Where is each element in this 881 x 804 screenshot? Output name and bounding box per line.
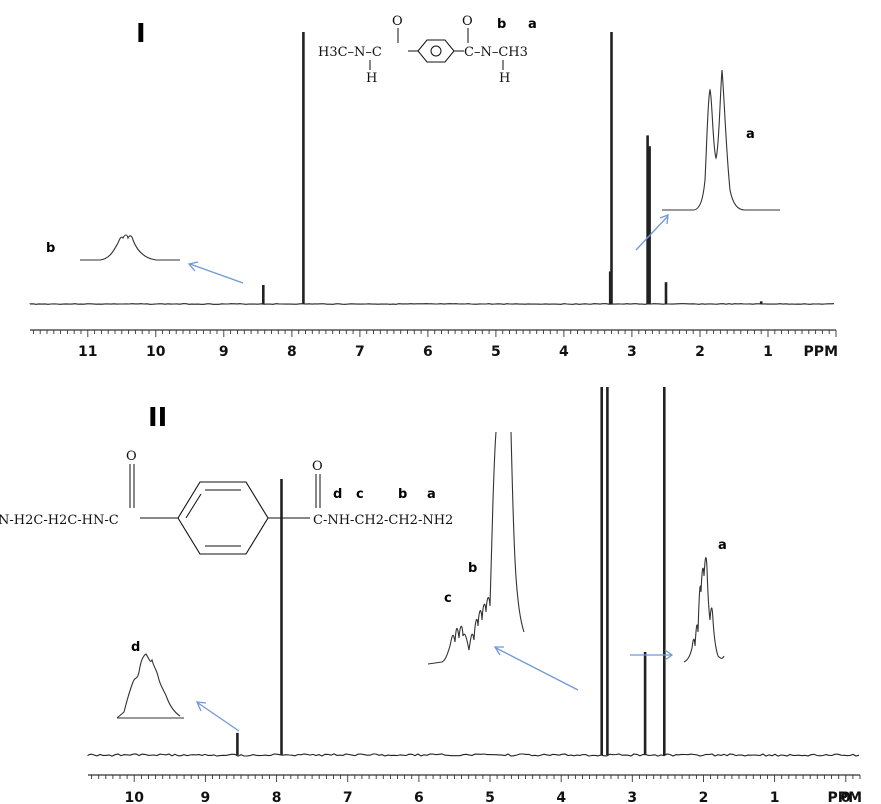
inset-i-b-label: b: [46, 241, 55, 256]
inset-ii-c-label: c: [444, 591, 452, 606]
spectrum-i: [29, 32, 835, 305]
arrow-i-b: [187, 261, 244, 284]
spectrum-i-peak: [646, 135, 649, 304]
arrow-ii-cb-head: [493, 646, 504, 656]
x-axis-i-tick-label: 10: [146, 344, 166, 360]
structure-ii-label-a: a: [427, 487, 436, 502]
x-axis-ii-tick-label: 7: [343, 790, 353, 804]
x-axis-ii-unit: PPM: [828, 790, 862, 804]
inset-ii-cb-trace-left: [427, 431, 497, 665]
inset-i-a-trace: [662, 69, 780, 211]
arrow-i-b-head: [187, 261, 199, 272]
inset-ii-a-label: a: [718, 538, 727, 553]
spectrum-i-peak: [610, 32, 613, 304]
arrow-i-b-shaft: [189, 263, 244, 284]
structure-ii-o2: O: [312, 459, 323, 474]
inset-ii-d-label: d: [131, 640, 140, 655]
arrow-ii-a-head: [664, 649, 674, 661]
x-axis-i-tick-label: 1: [763, 344, 773, 360]
spectrum-ii-peak: [606, 387, 609, 755]
structure-i-right-h: H: [499, 71, 510, 86]
structure-ii-label-d: d: [333, 487, 342, 502]
arrow-ii-cb: [493, 646, 579, 691]
x-axis-i-unit: PPM: [804, 344, 838, 360]
panel-label-ii: II: [148, 403, 167, 433]
x-axis-ii-tick-label: 10: [124, 790, 144, 804]
structure-i-ring-circle: [430, 45, 442, 57]
x-axis-ii-tick-label: 9: [201, 790, 211, 804]
structure-i-o1: O: [392, 14, 403, 29]
x-axis-ii-tick-label: 5: [485, 790, 495, 804]
arrow-i-a-head: [659, 214, 669, 225]
spectrum-ii-peak: [280, 479, 283, 755]
structure-i-label-b: b: [497, 17, 506, 32]
arrow-ii-d-shaft: [197, 702, 240, 732]
arrow-ii-d-head: [195, 701, 207, 712]
spectrum-ii-peak: [236, 732, 239, 755]
structure-i-left-h: H: [366, 71, 377, 86]
spectrum-ii-peak: [663, 387, 666, 755]
spectrum-i-peak: [664, 282, 668, 304]
structure-i: H3C–N–C H O O C–N–CH3 H b a: [318, 14, 537, 86]
panel-label-i: I: [136, 19, 146, 49]
structure-ii-right: C-NH-CH2-CH2-NH2: [313, 513, 453, 528]
x-axis-i-tick-label: 8: [287, 344, 297, 360]
x-axis-i-tick-label: 9: [219, 344, 229, 360]
structure-ii-o1: O: [126, 449, 137, 464]
spectrum-i-peak: [759, 301, 763, 304]
x-axis-ii-tick-label: 4: [556, 790, 566, 804]
arrow-ii-a: [630, 649, 674, 661]
x-axis-ii-tick-label: 0: [841, 790, 851, 804]
inset-i-a-label: a: [746, 127, 755, 142]
spectrum-i-baseline: [29, 303, 835, 305]
arrow-ii-cb-shaft: [495, 647, 579, 691]
structure-i-label-a: a: [528, 17, 537, 32]
arrow-ii-d: [195, 701, 240, 732]
x-axis-i-tick-label: 7: [355, 344, 365, 360]
x-axis-i-tick-label: 11: [78, 344, 97, 360]
structure-i-left: H3C–N–C: [318, 45, 382, 60]
inset-ii-a-trace: [683, 556, 725, 663]
spectrum-ii-peak: [600, 387, 603, 755]
x-axis-ii-tick-label: 6: [414, 790, 424, 804]
spectrum-ii-peak: [643, 652, 647, 755]
inset-ii-d-trace: [116, 653, 181, 719]
structure-ii-left: N-H2C-H2C-HN-C: [0, 513, 119, 528]
structure-i-o2: O: [462, 14, 473, 29]
spectrum-ii: [87, 387, 860, 757]
structure-ii-benzene-ring: [177, 481, 269, 555]
x-axis-ii-tick-label: 1: [770, 790, 780, 804]
structure-i-right: C–N–CH3: [464, 45, 528, 60]
arrow-i-a: [635, 214, 669, 251]
spectrum-i-peak: [648, 146, 651, 304]
x-axis-ii-tick-label: 3: [627, 790, 637, 804]
spectrum-i-peak: [302, 32, 305, 304]
inset-i-b-trace: [80, 234, 180, 261]
structure-i-benzene-ring: [417, 39, 455, 63]
structure-ii-label-b: b: [398, 487, 407, 502]
inset-ii-cb-trace-right: [510, 431, 525, 633]
x-axis-i-tick-label: 3: [627, 344, 637, 360]
x-axis-i: 11 10 9 8 7 6 5 4 3 2 1 PPM: [30, 329, 838, 360]
x-axis-i-tick-label: 2: [695, 344, 705, 360]
inset-ii-b-label: b: [468, 561, 477, 576]
x-axis-i-tick-label: 4: [559, 344, 569, 360]
arrow-i-a-shaft: [635, 215, 669, 251]
x-axis-ii-tick-label: 2: [699, 790, 709, 804]
x-axis-ii-tick-label: 8: [272, 790, 282, 804]
structure-ii-label-c: c: [356, 487, 364, 502]
x-axis-i-tick-label: 6: [423, 344, 433, 360]
structure-ii-ring-inner-3: [185, 493, 202, 519]
spectrum-ii-baseline: [87, 753, 860, 757]
x-axis-i-tick-label: 5: [491, 344, 501, 360]
spectrum-i-peak: [262, 285, 265, 304]
structure-ii: O N-H2C-H2C-HN-C O C-NH-CH2-CH2-NH2 d c …: [0, 449, 453, 555]
